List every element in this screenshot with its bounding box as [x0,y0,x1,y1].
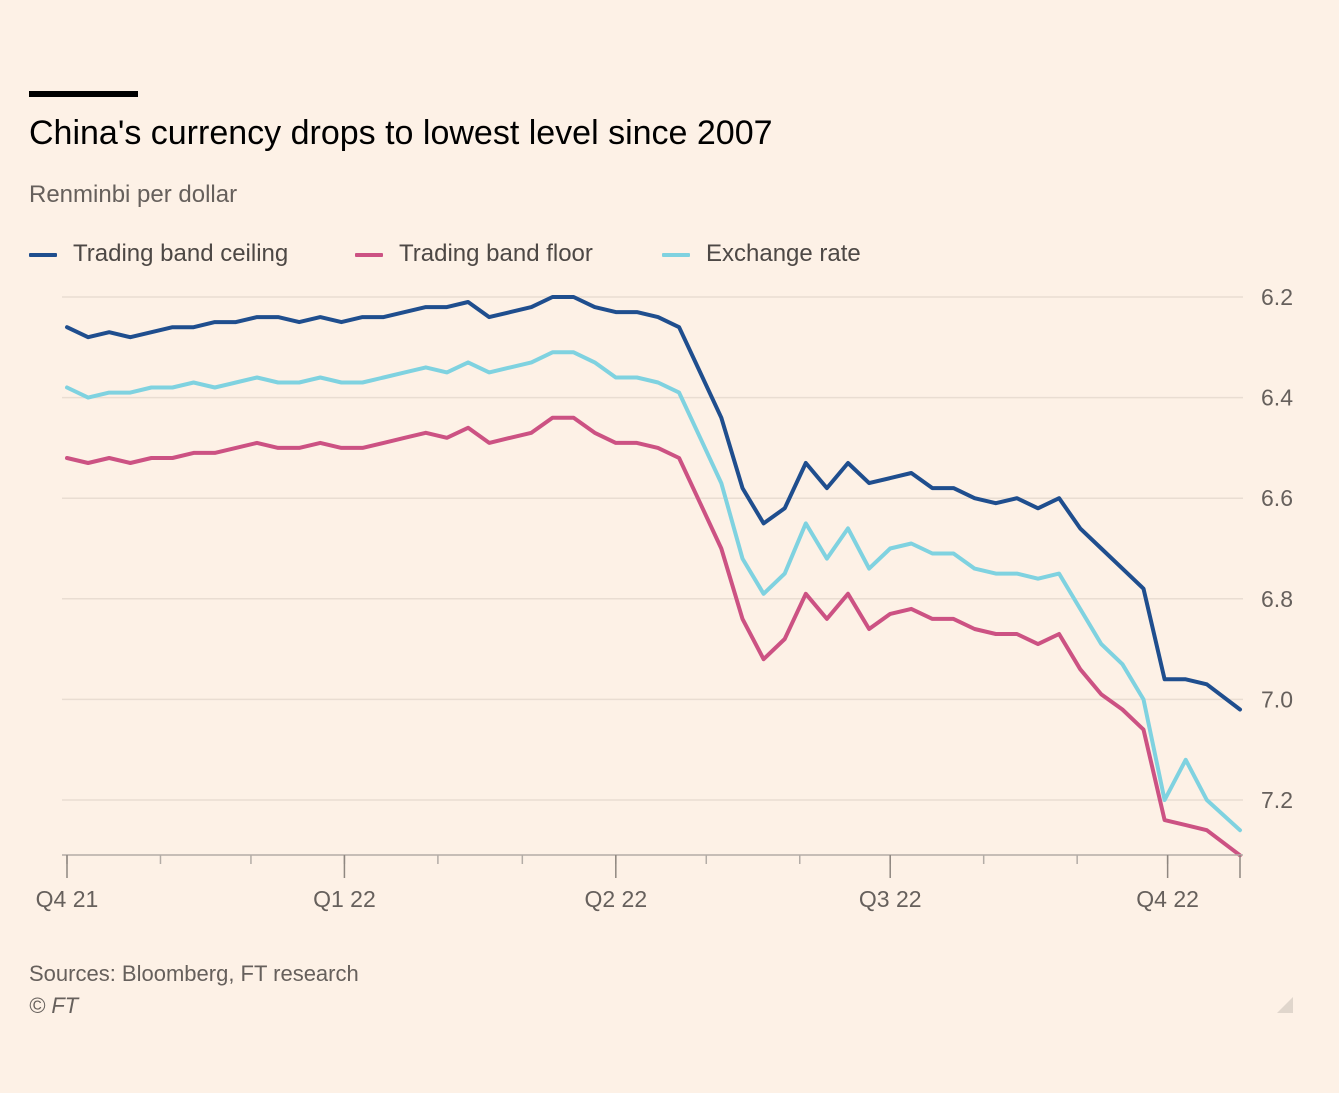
series-line-3 [65,350,1242,833]
series-lines [65,295,1242,858]
legend-swatch-floor [355,253,383,257]
legend-label-exchange-rate: Exchange rate [706,240,861,267]
x-tick-label: Q4 22 [1136,886,1199,912]
chart-footer: Sources: Bloomberg, FT research © FT [29,958,359,1022]
x-tick-label: Q1 22 [313,886,376,912]
y-tick-label: 7.2 [1261,787,1293,813]
y-tick-label: 6.2 [1261,284,1293,310]
y-axis-labels: 6.2 6.4 6.6 6.8 7.0 7.2 [1261,284,1293,813]
y-tick-label: 6.6 [1261,485,1293,511]
chart-subtitle: Renminbi per dollar [29,181,238,208]
title-rule [29,91,138,97]
copyright-note: © FT [29,993,79,1018]
grid-lines [62,296,1243,801]
x-tick-label: Q3 22 [859,886,922,912]
y-tick-label: 7.0 [1261,686,1293,712]
chart-title: China's currency drops to lowest level s… [29,114,773,152]
legend-swatch-ceiling [29,253,57,257]
series-line-1 [65,295,1242,712]
legend-label-floor: Trading band floor [399,240,593,267]
y-tick-label: 6.4 [1261,385,1293,411]
x-axis: Q4 21 Q1 22 Q2 22 Q3 22 Q4 22 [36,854,1243,912]
y-tick-label: 6.8 [1261,586,1293,612]
series-line-2 [65,415,1242,858]
source-note: Sources: Bloomberg, FT research [29,961,359,986]
legend-label-ceiling: Trading band ceiling [73,240,289,267]
x-tick-label: Q4 21 [36,886,99,912]
x-tick-label: Q2 22 [584,886,647,912]
legend-swatch-exchange-rate [662,253,690,257]
line-chart: Q4 21 Q1 22 Q2 22 Q3 22 Q4 22 6.2 6.4 6.6 6.8 7.… [36,284,1294,912]
resize-corner-icon [1277,997,1293,1013]
